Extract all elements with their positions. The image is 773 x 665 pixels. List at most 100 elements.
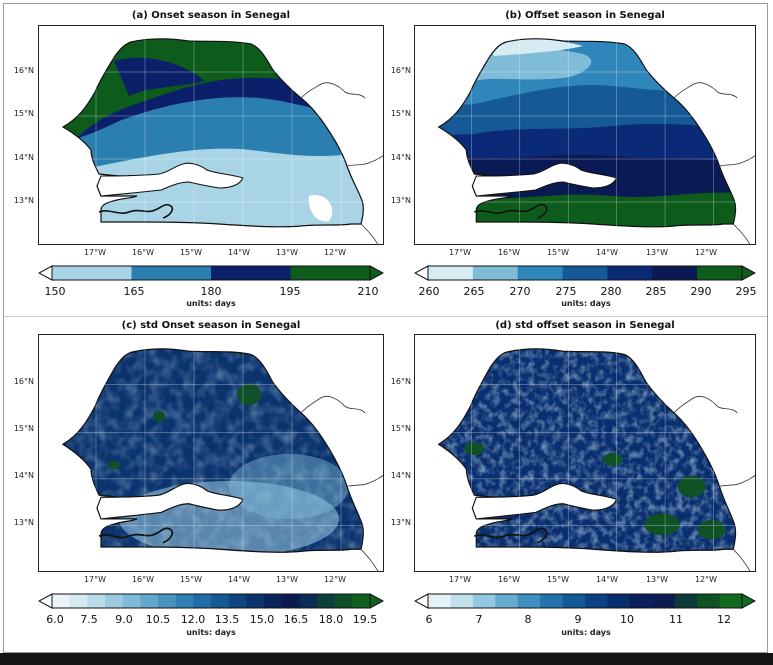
colorbar-segment: [428, 266, 474, 280]
colorbar-segment: [585, 594, 608, 608]
colorbar-tick: 180: [200, 285, 222, 298]
map-offset: [414, 25, 756, 245]
lon-label: 15°W: [179, 575, 203, 584]
lon-label: 14°W: [227, 575, 251, 584]
colorbar-tick: 210: [357, 285, 379, 298]
colorbar-tick: 285: [645, 285, 667, 298]
lon-label: 15°W: [179, 248, 203, 257]
colorbar: [38, 265, 384, 281]
colorbar-tick: 290: [690, 285, 712, 298]
colorbar: [414, 265, 756, 281]
lon-label: 12°W: [323, 575, 347, 584]
colorbar-segment: [697, 594, 721, 608]
colorbar-segment: [140, 594, 159, 608]
colorbar-tick: 15.0: [249, 613, 275, 626]
colorbar-segment: [317, 594, 336, 608]
colorbar-segment: [719, 594, 743, 608]
lon-label: 13°W: [645, 575, 669, 584]
colorbar-segment: [158, 594, 177, 608]
colorbar-segment: [87, 594, 106, 608]
colorbar-extend-max: [369, 593, 384, 609]
lat-label: 15°N: [13, 109, 34, 118]
lon-label: 16°W: [497, 248, 521, 257]
colorbar-tick: 6: [425, 613, 433, 626]
lon-label: 13°W: [275, 248, 299, 257]
units-label: units: days: [186, 299, 236, 308]
lon-label: 16°W: [131, 575, 155, 584]
colorbar-segment: [450, 594, 474, 608]
bottom-bar: [0, 653, 773, 665]
colorbar-segment: [105, 594, 124, 608]
lon-label: 14°W: [227, 248, 251, 257]
colorbar-segment: [69, 594, 88, 608]
lon-label: 17°W: [448, 248, 472, 257]
lon-label: 17°W: [448, 575, 472, 584]
units-label: units: days: [186, 628, 236, 637]
colorbar-tick: 265: [463, 285, 485, 298]
colorbar-segment: [246, 594, 265, 608]
colorbar: [414, 593, 756, 609]
lat-label: 15°N: [13, 424, 34, 433]
colorbar-segment: [211, 594, 230, 608]
colorbar-segment: [517, 266, 564, 280]
colorbar-tick: 275: [555, 285, 577, 298]
colorbar-segment: [175, 594, 194, 608]
colorbar-segment: [193, 594, 212, 608]
lat-label: 14°N: [390, 471, 411, 480]
colorbar-border: [51, 593, 371, 609]
lon-label: 12°W: [323, 248, 347, 257]
colorbar-tick: 12.0: [180, 613, 206, 626]
colorbar-segment: [674, 594, 698, 608]
lat-label: 14°N: [390, 153, 411, 162]
lon-label: 15°W: [546, 248, 570, 257]
lat-label: 15°N: [390, 424, 411, 433]
colorbar-tick: 195: [279, 285, 301, 298]
colorbar-segment: [211, 266, 291, 280]
colorbar-segment: [697, 266, 743, 280]
colorbar-segment: [131, 266, 212, 280]
colorbar-tick: 165: [123, 285, 145, 298]
lat-label: 13°N: [390, 518, 411, 527]
colorbar-segment: [472, 266, 519, 280]
colorbar-segment: [652, 266, 698, 280]
colorbar-tick: 7: [475, 613, 483, 626]
map-std-offset: [414, 334, 756, 572]
colorbar-segment: [264, 594, 283, 608]
colorbar-segment: [652, 594, 676, 608]
colorbar-tick: 260: [418, 285, 440, 298]
lat-label: 16°N: [390, 66, 411, 75]
colorbar-segment: [334, 594, 353, 608]
colorbar-segment: [228, 594, 247, 608]
lon-label: 12°W: [694, 575, 718, 584]
colorbar-extend-max: [741, 265, 756, 281]
lon-label: 15°W: [546, 575, 570, 584]
panel-title: (a) Onset season in Senegal: [131, 10, 291, 21]
colorbar-tick: 16.5: [283, 613, 309, 626]
colorbar-segment: [52, 266, 132, 280]
colorbar-segment: [562, 266, 608, 280]
colorbar-extend-max: [369, 265, 384, 281]
lat-label: 16°N: [13, 377, 34, 386]
colorbar-tick: 8: [524, 613, 532, 626]
colorbar-segment: [540, 594, 564, 608]
colorbar-segment: [281, 594, 300, 608]
lon-label: 13°W: [645, 248, 669, 257]
colorbar-extend-min: [38, 265, 53, 281]
colorbar-segment: [472, 594, 496, 608]
colorbar-segment: [517, 594, 541, 608]
colorbar-tick: 295: [735, 285, 757, 298]
panel-title: (d) std offset season in Senegal: [495, 320, 675, 331]
colorbar-extend-min: [414, 265, 429, 281]
colorbar-tick: 13.5: [214, 613, 240, 626]
colorbar-extend-max: [741, 593, 756, 609]
colorbar-tick: 150: [44, 285, 66, 298]
units-label: units: days: [561, 299, 611, 308]
colorbar-border: [427, 265, 743, 281]
lon-label: 16°W: [497, 575, 521, 584]
colorbar-segment: [629, 594, 653, 608]
colorbar-extend-min: [414, 593, 429, 609]
colorbar-border: [51, 265, 371, 281]
colorbar-tick: 11: [669, 613, 683, 626]
lon-label: 14°W: [595, 248, 619, 257]
colorbar-segment: [299, 594, 318, 608]
